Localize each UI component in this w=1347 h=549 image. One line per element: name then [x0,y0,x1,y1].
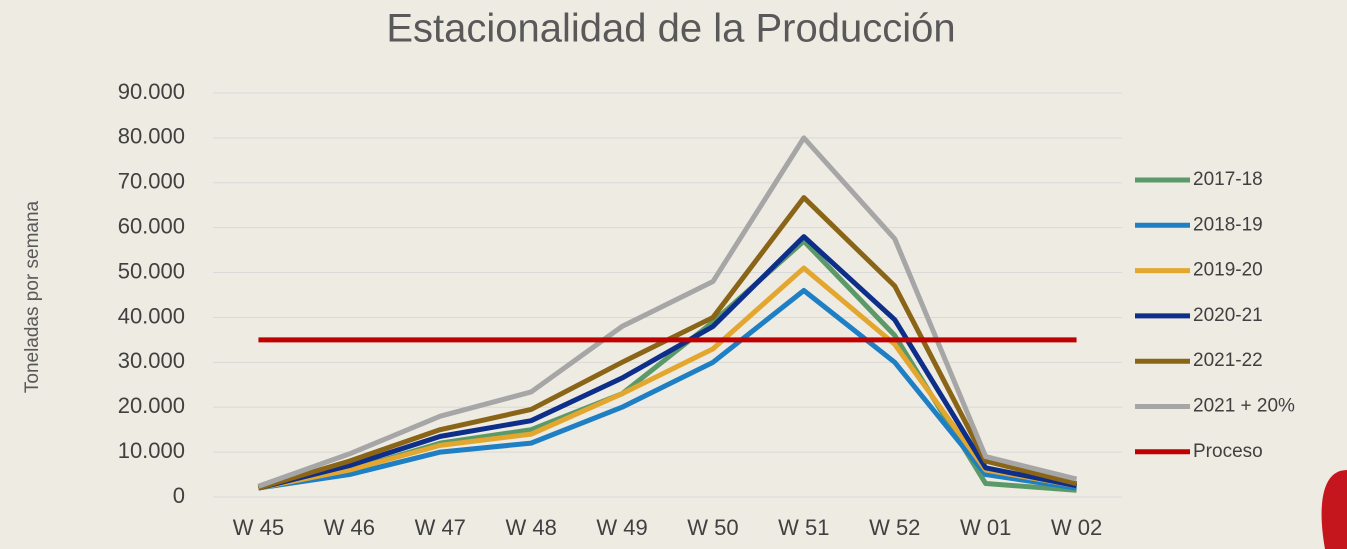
x-tick-label: W 48 [505,515,556,540]
y-tick-label: 60.000 [118,213,185,238]
y-tick-label: 80.000 [118,124,185,149]
x-tick-label: W 49 [596,515,647,540]
x-tick-label: W 01 [960,515,1011,540]
apple-decoration [1321,470,1347,549]
x-tick-label: W 51 [778,515,829,540]
x-tick-label: W 45 [233,515,284,540]
legend-label: 2017-18 [1193,169,1263,190]
series-line [257,135,1078,489]
chart-title: Estacionalidad de la Producción [386,7,955,51]
y-tick-label: 90.000 [118,79,185,104]
y-tick-label: 70.000 [118,169,185,194]
y-axis-label: Toneladas por semana [22,200,43,393]
y-tick-label: 0 [173,483,185,508]
legend-label: Proceso [1193,441,1263,462]
series-line [258,288,1077,491]
x-tick-label: W 02 [1051,515,1102,540]
x-tick-label: W 47 [415,515,466,540]
y-tick-label: 40.000 [118,303,185,328]
legend-label: 2019-20 [1193,260,1263,281]
legend-label: 2021-22 [1193,350,1263,371]
x-tick-label: W 52 [869,515,920,540]
y-tick-label: 30.000 [118,348,185,373]
x-tick-label: W 50 [687,515,738,540]
legend-label: 2018-19 [1193,214,1263,235]
legend-label: 2021 + 20% [1193,396,1295,417]
y-tick-label: 50.000 [118,258,185,283]
y-tick-label: 10.000 [118,438,185,463]
y-tick-label: 20.000 [118,393,185,418]
x-tick-label: W 46 [324,515,375,540]
legend-label: 2020-21 [1193,305,1263,326]
series-line [257,265,1077,491]
series-line [257,234,1078,491]
